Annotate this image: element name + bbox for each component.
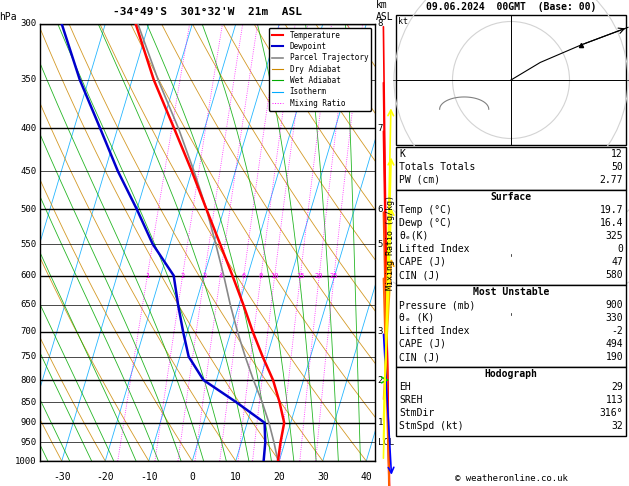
Text: 1000: 1000 (15, 456, 36, 466)
Text: 2: 2 (377, 376, 383, 384)
Text: 15: 15 (296, 273, 304, 278)
Text: StmSpd (kt): StmSpd (kt) (399, 421, 464, 431)
Text: © weatheronline.co.uk: © weatheronline.co.uk (455, 474, 567, 483)
Text: CIN (J): CIN (J) (399, 270, 440, 280)
Text: 113: 113 (605, 395, 623, 405)
Text: 1: 1 (145, 273, 150, 278)
Text: 8: 8 (259, 273, 263, 278)
Text: Totals Totals: Totals Totals (399, 162, 476, 172)
Text: -20: -20 (96, 472, 114, 482)
Text: 330: 330 (605, 313, 623, 323)
Text: 950: 950 (20, 438, 36, 447)
Text: 700: 700 (20, 327, 36, 336)
Text: 6: 6 (377, 205, 383, 214)
Text: hPa: hPa (0, 12, 17, 21)
Text: 2.77: 2.77 (599, 175, 623, 185)
Text: kt: kt (398, 17, 408, 26)
Text: 6: 6 (242, 273, 246, 278)
Text: 190: 190 (605, 352, 623, 362)
Text: 47: 47 (611, 257, 623, 267)
Text: km
ASL: km ASL (376, 0, 393, 21)
Text: θₑ(K): θₑ(K) (399, 231, 428, 241)
Text: 7: 7 (377, 124, 383, 133)
Text: 25: 25 (330, 273, 338, 278)
Text: 580: 580 (605, 270, 623, 280)
Text: Most Unstable: Most Unstable (473, 287, 549, 297)
Bar (396, 147, 626, 190)
Text: 8: 8 (377, 19, 383, 29)
Text: Surface: Surface (491, 192, 532, 202)
Text: PW (cm): PW (cm) (399, 175, 440, 185)
Text: 3: 3 (203, 273, 206, 278)
Text: 40: 40 (360, 472, 372, 482)
Text: K: K (399, 149, 405, 159)
Text: 900: 900 (605, 300, 623, 310)
Text: LCL: LCL (377, 438, 394, 447)
Text: 29: 29 (611, 382, 623, 392)
Text: Lifted Index: Lifted Index (399, 244, 469, 254)
Text: 350: 350 (20, 75, 36, 85)
Text: 2: 2 (181, 273, 185, 278)
Text: -30: -30 (53, 472, 70, 482)
Text: 900: 900 (20, 418, 36, 427)
Text: -2: -2 (611, 326, 623, 336)
Text: Mixing Ratio (g/kg): Mixing Ratio (g/kg) (386, 195, 395, 290)
Text: 10: 10 (270, 273, 279, 278)
Text: 400: 400 (20, 124, 36, 133)
Text: 500: 500 (20, 205, 36, 214)
Text: -10: -10 (140, 472, 158, 482)
Text: Temp (°C): Temp (°C) (399, 205, 452, 215)
Text: 650: 650 (20, 300, 36, 309)
Text: SREH: SREH (399, 395, 423, 405)
Text: EH: EH (399, 382, 411, 392)
Text: 12: 12 (611, 149, 623, 159)
Text: 20: 20 (315, 273, 323, 278)
Text: -34°49'S  301°32'W  21m  ASL: -34°49'S 301°32'W 21m ASL (113, 7, 302, 17)
Text: 316°: 316° (599, 408, 623, 418)
Text: 09.06.2024  00GMT  (Base: 00): 09.06.2024 00GMT (Base: 00) (426, 2, 596, 12)
Text: 600: 600 (20, 271, 36, 280)
Text: 300: 300 (20, 19, 36, 29)
Text: CIN (J): CIN (J) (399, 352, 440, 362)
Text: 4: 4 (218, 273, 223, 278)
Bar (396, 15, 626, 145)
Text: 450: 450 (20, 167, 36, 175)
Text: 5: 5 (377, 240, 383, 248)
Bar (396, 285, 626, 367)
Bar (396, 190, 626, 285)
Text: 16.4: 16.4 (599, 218, 623, 228)
Text: 750: 750 (20, 352, 36, 361)
Text: 494: 494 (605, 339, 623, 349)
Text: 3: 3 (377, 327, 383, 336)
Text: 1: 1 (377, 418, 383, 427)
Bar (396, 367, 626, 436)
Text: CAPE (J): CAPE (J) (399, 257, 446, 267)
Text: 30: 30 (317, 472, 329, 482)
Text: Lifted Index: Lifted Index (399, 326, 469, 336)
Text: θₑ (K): θₑ (K) (399, 313, 434, 323)
Text: Dewp (°C): Dewp (°C) (399, 218, 452, 228)
Text: 10: 10 (230, 472, 242, 482)
Legend: Temperature, Dewpoint, Parcel Trajectory, Dry Adiabat, Wet Adiabat, Isotherm, Mi: Temperature, Dewpoint, Parcel Trajectory… (269, 28, 371, 111)
Text: 0: 0 (189, 472, 195, 482)
Text: 50: 50 (611, 162, 623, 172)
Text: 850: 850 (20, 398, 36, 406)
Text: 800: 800 (20, 376, 36, 384)
Text: Hodograph: Hodograph (484, 369, 537, 379)
Text: 0: 0 (617, 244, 623, 254)
Text: 325: 325 (605, 231, 623, 241)
Text: CAPE (J): CAPE (J) (399, 339, 446, 349)
Text: 550: 550 (20, 240, 36, 248)
Text: StmDir: StmDir (399, 408, 434, 418)
Text: Pressure (mb): Pressure (mb) (399, 300, 476, 310)
Text: 19.7: 19.7 (599, 205, 623, 215)
Text: 20: 20 (274, 472, 285, 482)
Text: 32: 32 (611, 421, 623, 431)
